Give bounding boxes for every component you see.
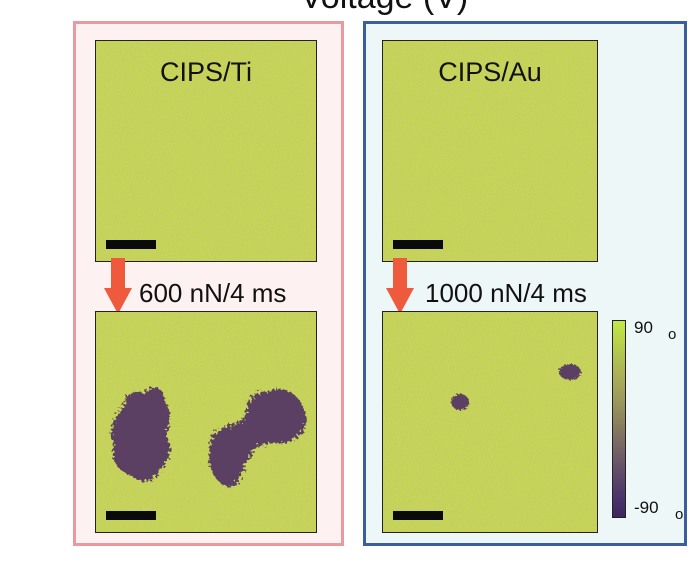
au-before-texture <box>383 41 597 261</box>
down-arrow-icon <box>104 258 132 314</box>
scale-bar <box>393 240 443 249</box>
ti-before-map: CIPS/Ti <box>95 40 317 262</box>
switched-domain-small-left <box>451 394 469 410</box>
colorbar-min-unit: o <box>675 506 684 523</box>
figure-top-title: Voltage (V) <box>300 0 468 17</box>
colorbar-max-unit: o <box>668 326 677 343</box>
ti-sample-label: CIPS/Ti <box>159 57 252 87</box>
colorbar-min-label: -90 <box>634 498 659 517</box>
ti-after-texture <box>96 312 316 532</box>
au-write-condition: 1000 nN/4 ms <box>425 278 587 308</box>
phase-colorbar <box>612 320 626 518</box>
scale-bar <box>106 511 156 520</box>
ti-write-condition: 600 nN/4 ms <box>139 278 287 308</box>
au-after-texture <box>383 312 597 532</box>
switched-domain-right <box>208 389 307 487</box>
colorbar-max-label: 90 <box>634 318 653 337</box>
down-arrow-icon <box>386 258 414 314</box>
scale-bar <box>106 240 156 249</box>
au-after-map <box>382 311 598 533</box>
ti-before-texture <box>96 41 316 261</box>
switched-domain-small-right <box>559 364 581 380</box>
au-before-map: CIPS/Au <box>382 40 598 262</box>
au-sample-label: CIPS/Au <box>438 57 542 87</box>
scale-bar <box>393 511 443 520</box>
ti-after-map <box>95 311 317 533</box>
switched-domain-left <box>111 387 171 481</box>
